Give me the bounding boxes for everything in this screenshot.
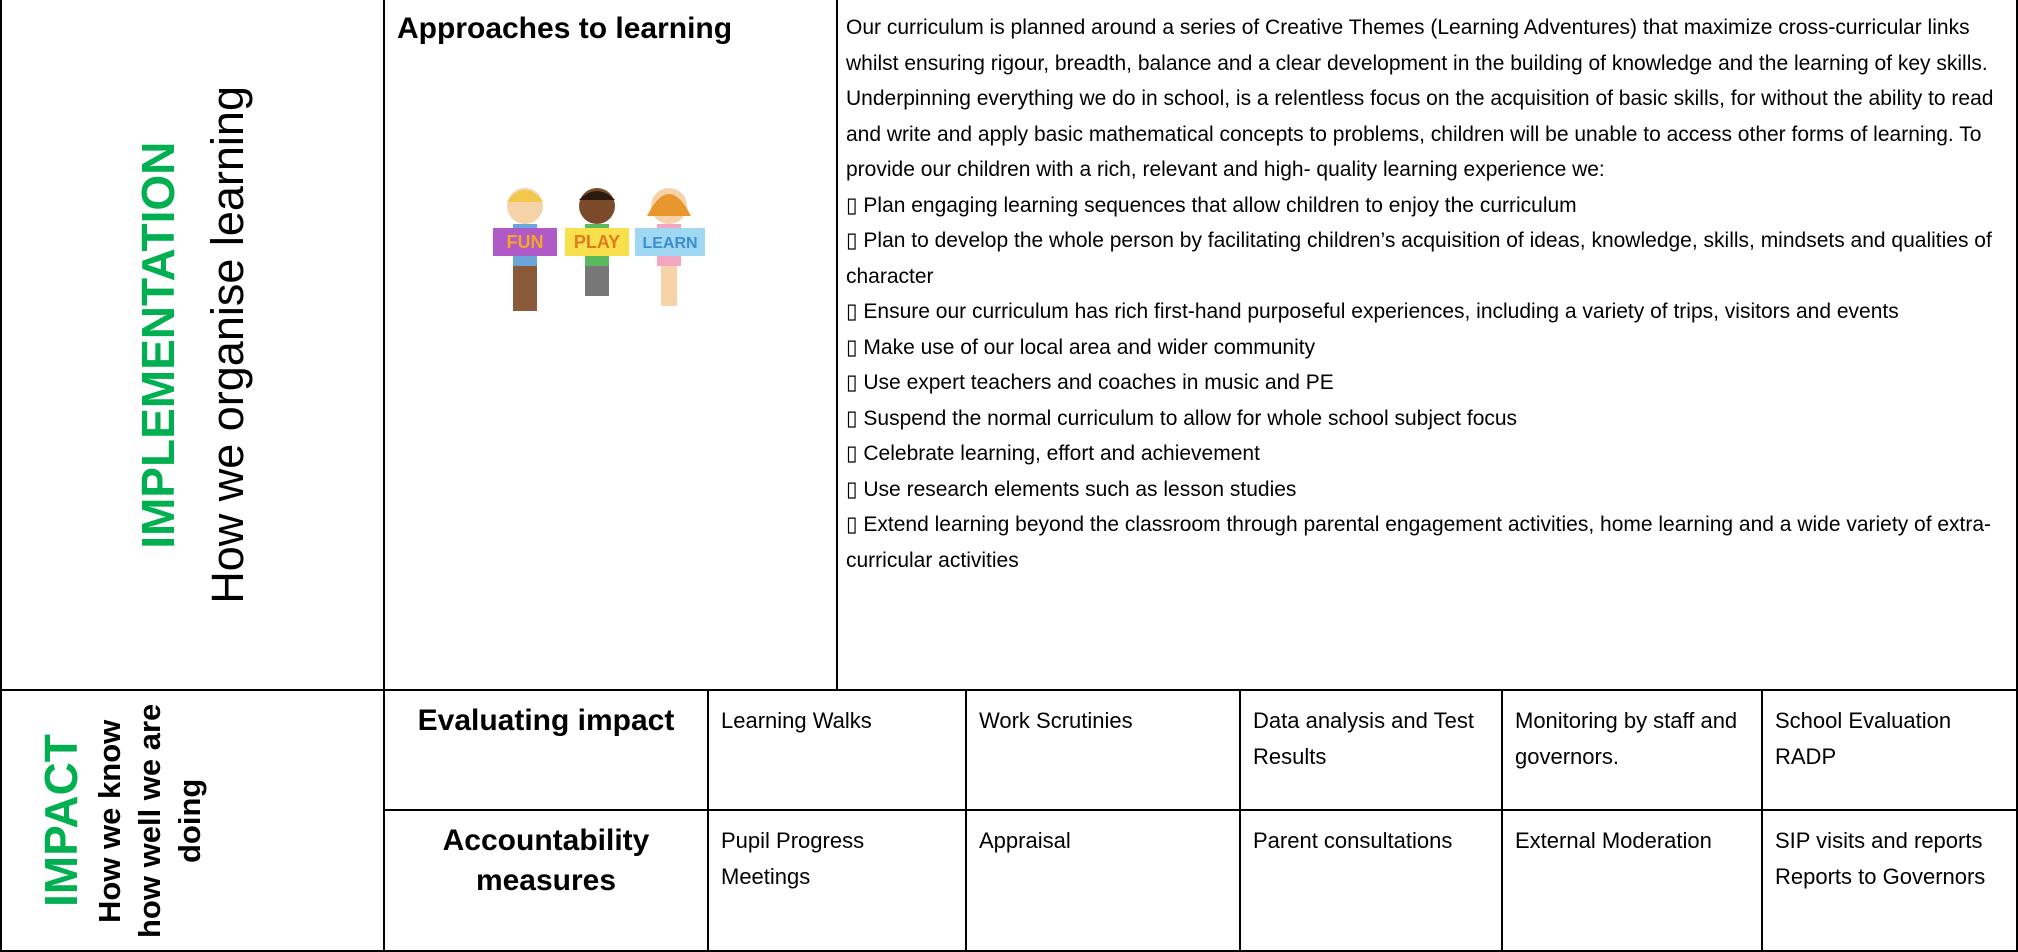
bullet-item: ▯ Celebrate learning, effort and achieve… [846, 442, 1260, 465]
cell-content: Learning Walks [709, 691, 965, 739]
row-label-cell: Accountability measures [385, 811, 709, 952]
table-cell: Pupil Progress Meetings [709, 811, 967, 952]
cell-content: Data analysis and Test Results [1241, 691, 1501, 775]
bullet-item: ▯ Plan engaging learning sequences that … [846, 193, 1577, 217]
svg-text:FUN: FUN [507, 232, 544, 252]
illustration: FUN PLAY LEARN [493, 188, 705, 311]
table-cell: Work Scrutinies [967, 691, 1241, 811]
cell-content: External Moderation [1503, 811, 1761, 859]
child-2: PLAY [565, 188, 629, 296]
cell-text: Parent consultations [1253, 828, 1453, 853]
impact-side-cell: IMPACT How we know how well we are doing [0, 691, 385, 952]
child-3: LEARN [635, 188, 705, 306]
section-title: Approaches to learning [397, 12, 733, 45]
impact-heading: IMPACT [35, 734, 87, 907]
bullet-item: ▯ Plan to develop the whole person by fa… [846, 229, 1992, 288]
svg-text:PLAY: PLAY [574, 232, 620, 252]
table-cell: SIP visits and reports Reports to Governo… [1763, 811, 2018, 952]
bullet-item: ▯ Ensure our curriculum has rich first-h… [846, 300, 1899, 323]
cell-text: Appraisal [979, 828, 1071, 853]
implementation-side-heading: IMPLEMENTATION How we organise learning [123, 86, 263, 604]
child-1: FUN [493, 188, 557, 311]
intro-text: Our curriculum is planned around a serie… [846, 16, 1994, 181]
bullet-item: ▯ Use expert teachers and coaches in mus… [846, 371, 1334, 394]
row-label: Accountability measures [442, 824, 650, 897]
impact-subheading: How we know how well we are doing [92, 703, 207, 938]
bullet-item: ▯ Suspend the normal curriculum to allow… [846, 406, 1518, 430]
implementation-subheading: How we organise learning [201, 85, 253, 604]
table-cell: External Moderation [1503, 811, 1763, 952]
text-cell: Our curriculum is planned around a serie… [838, 0, 2018, 691]
table-cell: Learning Walks [709, 691, 967, 811]
bullet-item: ▯ Make use of our local area and wider c… [846, 335, 1316, 359]
row-label-cell: Evaluating impact [385, 691, 709, 811]
implementation-heading: IMPLEMENTATION [131, 140, 184, 549]
cell-content: Parent consultations [1241, 811, 1501, 859]
cell-line: SIP visits and reports [1775, 828, 1983, 853]
table-cell: Appraisal [967, 811, 1241, 952]
text-body: Our curriculum is planned around a serie… [838, 0, 2016, 578]
bullet-item: ▯ Use research elements such as lesson s… [846, 477, 1297, 501]
svg-text:LEARN: LEARN [642, 235, 697, 252]
cell-text: Pupil Progress Meetings [721, 828, 865, 889]
cell-content: SIP visits and reports Reports to Governo… [1763, 811, 2016, 895]
table-cell: Data analysis and Test Results [1241, 691, 1503, 811]
row-label: Evaluating impact [417, 704, 675, 737]
table-cell: School Evaluation RADP [1763, 691, 2018, 811]
bullet-item: ▯ Extend learning beyond the classroom t… [846, 513, 1992, 572]
cell-content: Monitoring by staff and governors. [1503, 691, 1761, 775]
table-cell: Monitoring by staff and governors. [1503, 691, 1763, 811]
cell-text: School Evaluation RADP [1775, 708, 1952, 769]
cell-text: Work Scrutinies [979, 708, 1133, 733]
cell-text: Learning Walks [721, 708, 872, 733]
table-cell: Parent consultations [1241, 811, 1503, 952]
cell-text: Data analysis and Test Results [1253, 708, 1474, 769]
cell-text: Monitoring by staff and governors. [1515, 708, 1738, 769]
cell-line: Reports to Governors [1775, 864, 1986, 889]
implementation-side-cell: IMPLEMENTATION How we organise learning [0, 0, 385, 691]
cell-text: External Moderation [1515, 828, 1712, 853]
cell-content: Appraisal [967, 811, 1239, 859]
section-cell: Approaches to learning FUN PLAY LEARN [385, 0, 838, 691]
impact-side-heading: IMPACT How we know how well we are doing [32, 696, 250, 946]
cell-content: Work Scrutinies [967, 691, 1239, 739]
cell-content: School Evaluation RADP [1763, 691, 2016, 775]
cell-content: Pupil Progress Meetings [709, 811, 965, 895]
